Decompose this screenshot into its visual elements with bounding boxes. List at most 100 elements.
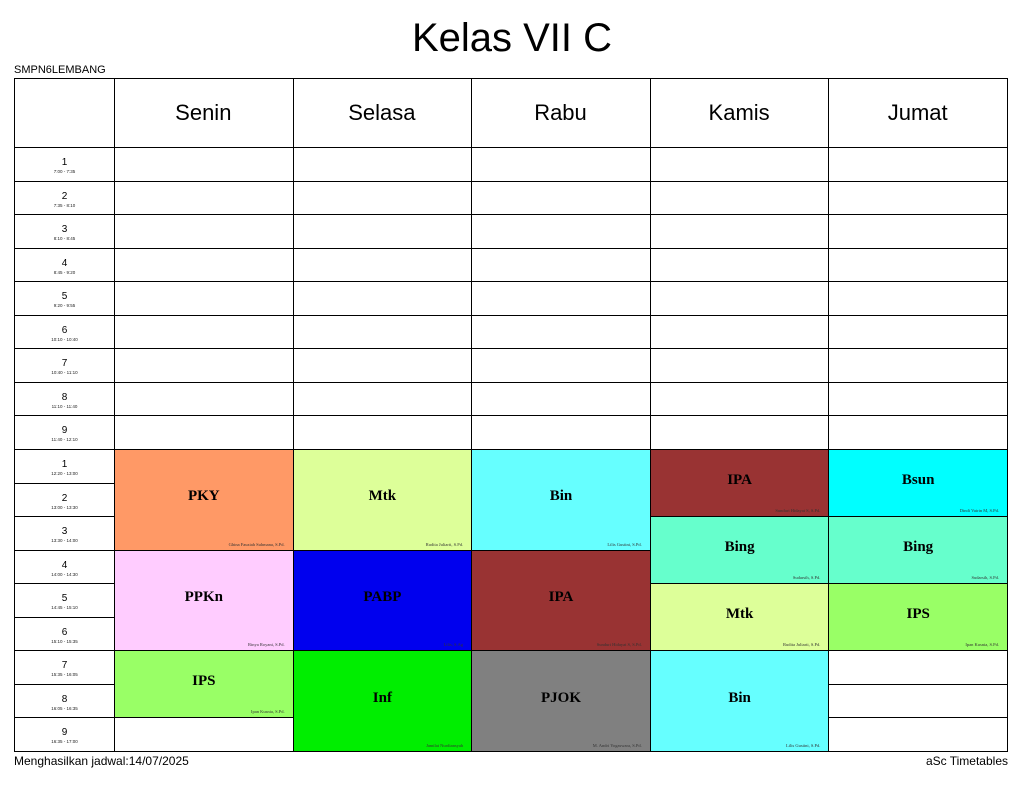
brand-label: aSc Timetables	[925, 754, 1008, 768]
lesson-teacher: Sunduri Hidayat S, S.Pd.	[596, 642, 642, 648]
lesson-cell[interactable]: Bin Lilis Gustini, S.Pd.	[471, 449, 651, 551]
row-divider	[15, 314, 1007, 316]
period-number: 3	[61, 526, 68, 538]
lesson-subject: Mtk	[368, 488, 397, 505]
lesson-cell[interactable]: PJOK M. Andri Yogaswara, S.Pd.	[471, 650, 651, 752]
period-number: 6	[61, 324, 68, 336]
period-time: 13:00 - 13:30	[51, 504, 78, 510]
timetable-grid: Senin Selasa Rabu Kamis Jumat 1 7:00 - 7:35 2 7:…	[14, 78, 1008, 752]
period-time: 16:35 - 17:00	[51, 739, 78, 745]
day-header-jumat: Jumat	[887, 100, 948, 125]
period-label: 4 8:45 - 9:20	[15, 248, 114, 282]
period-number: 5	[61, 291, 68, 303]
lesson-teacher: Rudita Juliarti, S.Pd.	[783, 642, 821, 648]
lesson-cell[interactable]: Mtk Rudita Juliarti, S.Pd.	[649, 583, 830, 652]
period-number: 2	[61, 492, 68, 504]
lesson-teacher: Lilis Gustini, S.Pd.	[607, 541, 642, 547]
lesson-cell[interactable]: Bsun Dindi Vairin M, S.Pd.	[828, 449, 1008, 518]
day-header-selasa: Selasa	[348, 100, 416, 125]
period-number: 9	[61, 425, 68, 437]
lesson-subject: PKY	[187, 488, 220, 505]
lesson-teacher: Rudita Juliarti, S.Pd.	[425, 541, 464, 547]
period-time: 8:45 - 9:20	[53, 269, 76, 275]
lesson-subject: Bsun	[901, 471, 935, 488]
lesson-subject: Mtk	[725, 605, 754, 622]
row-divider	[15, 348, 1007, 350]
row-divider	[15, 180, 1007, 182]
period-label: 4 14:00 - 14:30	[15, 550, 114, 584]
period-number: 4	[61, 257, 68, 269]
lesson-subject: PJOK	[540, 689, 581, 706]
lesson-cell[interactable]: Bing Sudarsih, S.Pd.	[649, 516, 830, 585]
period-time: 14:00 - 14:30	[51, 571, 78, 577]
period-label: 3 13:30 - 14:00	[15, 516, 114, 550]
lesson-teacher: Rinya Royani, S.Pd.	[247, 642, 285, 648]
lesson-teacher: Lilis, S.Ag	[443, 642, 464, 648]
lesson-cell[interactable]: PKY Ghina Fauziah Suhmana, S.Pd.	[114, 449, 294, 551]
lesson-subject: IPA	[548, 588, 574, 605]
period-number: 1	[61, 157, 68, 168]
period-time: 11:40 - 12:10	[51, 437, 78, 443]
period-time: 10:40 - 11:10	[51, 370, 78, 376]
lesson-subject: PPKn	[184, 588, 223, 605]
row-divider	[15, 415, 1007, 417]
lesson-subject: Bing	[724, 538, 755, 555]
row-divider	[15, 281, 1007, 283]
period-number: 8	[61, 693, 68, 705]
lesson-teacher: Lilis Gustini, S.Pd.	[786, 742, 821, 748]
period-time: 7:00 - 7:35	[53, 169, 76, 174]
period-label: 8 11:10 - 11:40	[15, 382, 114, 416]
period-label: 8 16:05 - 16:35	[15, 684, 114, 718]
period-label: 5 14:45 - 15:10	[15, 583, 114, 617]
lesson-subject: Bin	[549, 488, 573, 505]
lesson-cell[interactable]: IPA Sunduri Hidayat S, S.Pd.	[649, 449, 830, 518]
lesson-cell[interactable]: IPA Sunduri Hidayat S, S.Pd.	[471, 549, 651, 652]
column-divider	[649, 79, 651, 751]
period-label: 3 8:10 - 8:45	[15, 214, 114, 248]
lesson-cell[interactable]: Bin Lilis Gustini, S.Pd.	[649, 650, 830, 752]
lesson-cell[interactable]: PABP Lilis, S.Ag	[292, 549, 473, 652]
period-label: 7 15:35 - 16:05	[15, 650, 114, 684]
period-time: 15:35 - 16:05	[51, 672, 78, 678]
period-label: 5 9:20 - 9:55	[15, 281, 114, 315]
lesson-subject: Inf	[372, 689, 392, 706]
column-divider	[828, 79, 830, 751]
lesson-subject: Bing	[903, 538, 934, 555]
period-number: 3	[61, 224, 68, 236]
period-time: 7:35 - 8:10	[53, 202, 76, 208]
lesson-teacher: Sudarsih, S.Pd.	[792, 575, 821, 581]
row-divider	[15, 214, 1007, 216]
lesson-teacher: Sunduri Hidayat S, S.Pd.	[775, 508, 821, 514]
lesson-cell[interactable]: IPS Ipan Kusnia, S.Pd.	[114, 650, 294, 719]
period-number: 9	[61, 727, 68, 739]
column-divider	[292, 79, 294, 751]
day-header-senin: Senin	[175, 100, 232, 125]
lesson-subject: IPS	[906, 605, 930, 622]
lesson-cell[interactable]: Inf Jamilat Nurdiansyah	[292, 650, 473, 752]
period-number: 2	[61, 190, 68, 202]
period-time: 16:05 - 16:35	[51, 705, 78, 711]
row-divider	[15, 247, 1007, 249]
column-divider	[114, 79, 115, 751]
column-divider	[471, 79, 473, 751]
lesson-teacher: Ghina Fauziah Suhmana, S.Pd.	[228, 541, 285, 547]
period-time: 14:45 - 15:10	[51, 605, 78, 611]
period-time: 9:20 - 9:55	[53, 303, 76, 309]
lesson-teacher: Sudarsih, S.Pd.	[971, 575, 999, 581]
period-label: 6 15:10 - 15:35	[15, 617, 114, 651]
header-divider	[15, 147, 1007, 148]
day-header-kamis: Kamis	[708, 100, 770, 125]
period-number: 5	[61, 593, 68, 605]
period-label: 2 13:00 - 13:30	[15, 483, 114, 517]
lesson-cell[interactable]: Bing Sudarsih, S.Pd.	[828, 516, 1008, 585]
lesson-teacher: M. Andri Yogaswara, S.Pd.	[592, 742, 642, 748]
school-name: SMPN6LEMBANG	[14, 64, 106, 76]
row-divider	[15, 381, 1007, 383]
period-number: 4	[61, 559, 68, 571]
period-label: 1 7:00 - 7:35	[15, 147, 114, 181]
lesson-cell[interactable]: IPS Ipan Kusnia, S.Pd.	[828, 583, 1008, 652]
lesson-cell[interactable]: Mtk Rudita Juliarti, S.Pd.	[292, 449, 473, 551]
lesson-cell[interactable]: PPKn Rinya Royani, S.Pd.	[114, 549, 294, 652]
period-label: 9 11:40 - 12:10	[15, 415, 114, 449]
period-label: 9 16:35 - 17:00	[15, 717, 114, 751]
